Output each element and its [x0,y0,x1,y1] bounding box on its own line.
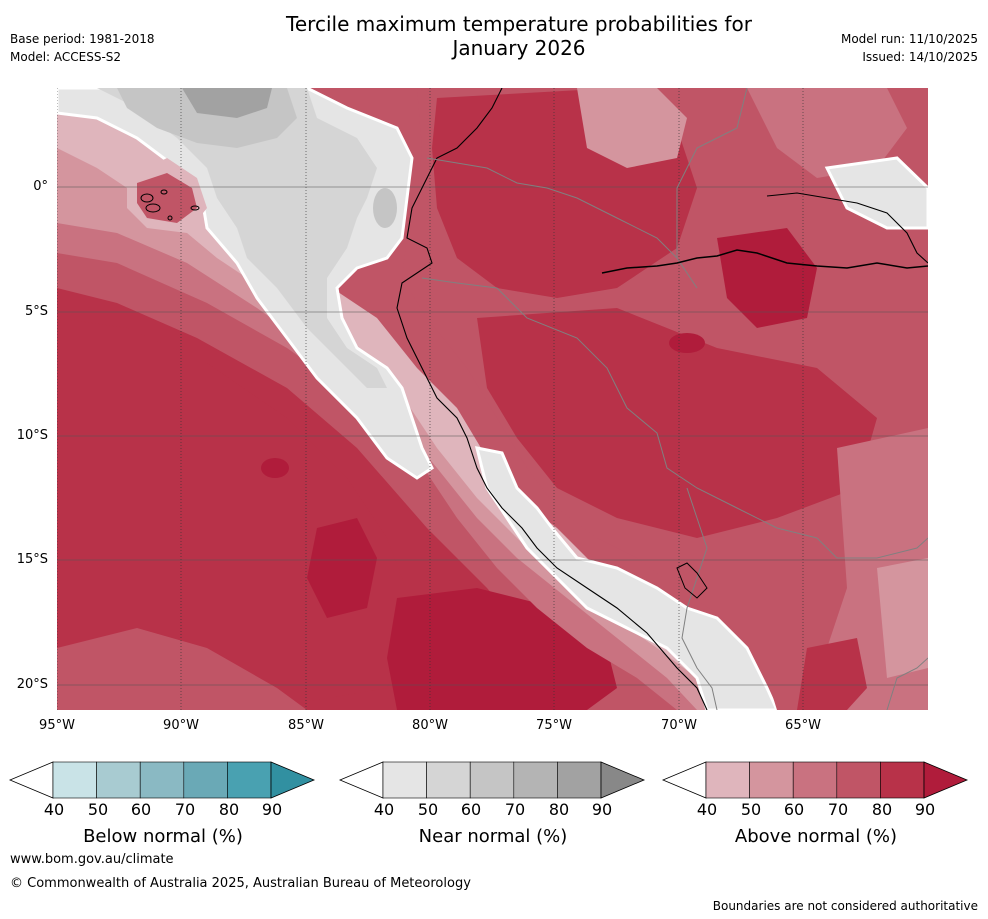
boundaries-disclaimer: Boundaries are not considered authoritat… [712,899,978,913]
region-land-above-50-se [877,558,928,678]
below-normal-colorbar [8,761,316,799]
country-borders-east [816,537,928,710]
lon-label-80w: 80°W [412,718,448,733]
above-tick-80: 80 [871,800,893,819]
title-line-1: Tercile maximum temperature probabilitie… [286,12,752,36]
below-tick-70: 70 [174,800,196,819]
near-colorbar-low-arrow [338,761,384,799]
lat-label-10s: 10°S [16,428,48,443]
below-colorbar-segment [227,761,272,799]
lon-label-90w: 90°W [163,718,199,733]
region-near-normal-patch [373,188,397,228]
country-borders-north [426,88,748,289]
country-borders-south [681,487,718,710]
region-land-near-normal-ne [824,156,928,230]
lat-label-20s: 20°S [16,677,48,692]
region-land-above-60-ne [747,88,907,178]
below-normal-title: Below normal (%) [83,826,243,847]
near-colorbar-segment [426,761,471,799]
near-normal-colorbar [338,761,646,799]
below-tick-60: 60 [130,800,152,819]
region-ocean-above-70-sw [57,628,307,710]
region-near-normal-70 [182,88,272,118]
region-coastal-near-normal [474,446,779,710]
above-tick-90: 90 [914,800,936,819]
above-tick-60: 60 [783,800,805,819]
near-colorbar-segment [513,761,558,799]
below-tick-80: 80 [218,800,240,819]
below-colorbar-segment [183,761,228,799]
model-name: Model: ACCESS-S2 [10,50,122,64]
lat-label-15s: 15°S [16,552,48,567]
lat-label-5s: 5°S [24,304,48,319]
above-tick-70: 70 [827,800,849,819]
below-tick-90: 90 [261,800,283,819]
above-tick-40: 40 [696,800,718,819]
lon-label-75w: 75°W [536,718,572,733]
region-ocean-above-90a [307,518,377,618]
above-colorbar-segment [836,761,881,799]
region-land-above-80-south [797,638,867,710]
above-colorbar-segment [792,761,838,799]
near-tick-80: 80 [548,800,570,819]
below-tick-40: 40 [43,800,65,819]
near-tick-90: 90 [591,800,613,819]
region-land-above-80-central [477,308,877,538]
near-tick-70: 70 [504,800,526,819]
near-normal-title: Near normal (%) [418,826,568,847]
near-colorbar-segment [382,761,427,799]
region-land-above-90-amazon [717,228,817,328]
above-normal-title: Above normal (%) [734,826,898,847]
below-colorbar-high-arrow [270,761,316,799]
lon-label-95w: 95°W [39,718,75,733]
region-land-above-90-patch [669,333,705,353]
above-tick-50: 50 [740,800,762,819]
probability-map [57,88,928,710]
lon-label-70w: 70°W [661,718,697,733]
website-link[interactable]: www.bom.gov.au/climate [10,852,174,867]
above-normal-colorbar [661,761,969,799]
issued-date: Issued: 14/10/2025 [862,50,978,64]
parallel-lines [57,186,928,686]
above-colorbar-low-arrow [661,761,707,799]
above-colorbar-segment [749,761,794,799]
below-colorbar-low-arrow [8,761,54,799]
near-colorbar-segment [557,761,602,799]
near-colorbar-segment [469,761,515,799]
base-period: Base period: 1981-2018 [10,32,155,46]
near-tick-50: 50 [417,800,439,819]
galapagos-islands [140,189,200,221]
below-colorbar-segment [139,761,185,799]
above-colorbar-segment [705,761,750,799]
below-tick-50: 50 [87,800,109,819]
region-galapagos-70 [137,173,197,223]
copyright-text: © Commonwealth of Australia 2025, Austra… [10,876,471,891]
above-colorbar-segment [880,761,925,799]
lake-titicaca [676,562,708,599]
meta-left: Base period: 1981-2018 Model: ACCESS-S2 [10,30,155,66]
map-title: Tercile maximum temperature probabilitie… [194,12,844,60]
below-colorbar-segment [96,761,141,799]
river-north [766,192,928,264]
country-borders-central [421,277,818,539]
lon-label-85w: 85°W [288,718,324,733]
near-colorbar-high-arrow [600,761,646,799]
lon-label-65w: 65°W [785,718,821,733]
near-tick-40: 40 [373,800,395,819]
lat-label-0: 0° [33,179,48,194]
region-land-above-50-north [577,88,687,168]
below-colorbar-segment [52,761,97,799]
region-near-normal-50 [97,88,387,388]
amazon-river [601,249,928,274]
meta-right: Model run: 11/10/2025 Issued: 14/10/2025 [841,30,978,66]
coastline [396,88,708,710]
region-ocean-above-90c [261,458,289,478]
near-tick-60: 60 [460,800,482,819]
title-line-2: January 2026 [452,36,586,60]
above-colorbar-high-arrow [923,761,969,799]
model-run: Model run: 11/10/2025 [840,32,978,46]
